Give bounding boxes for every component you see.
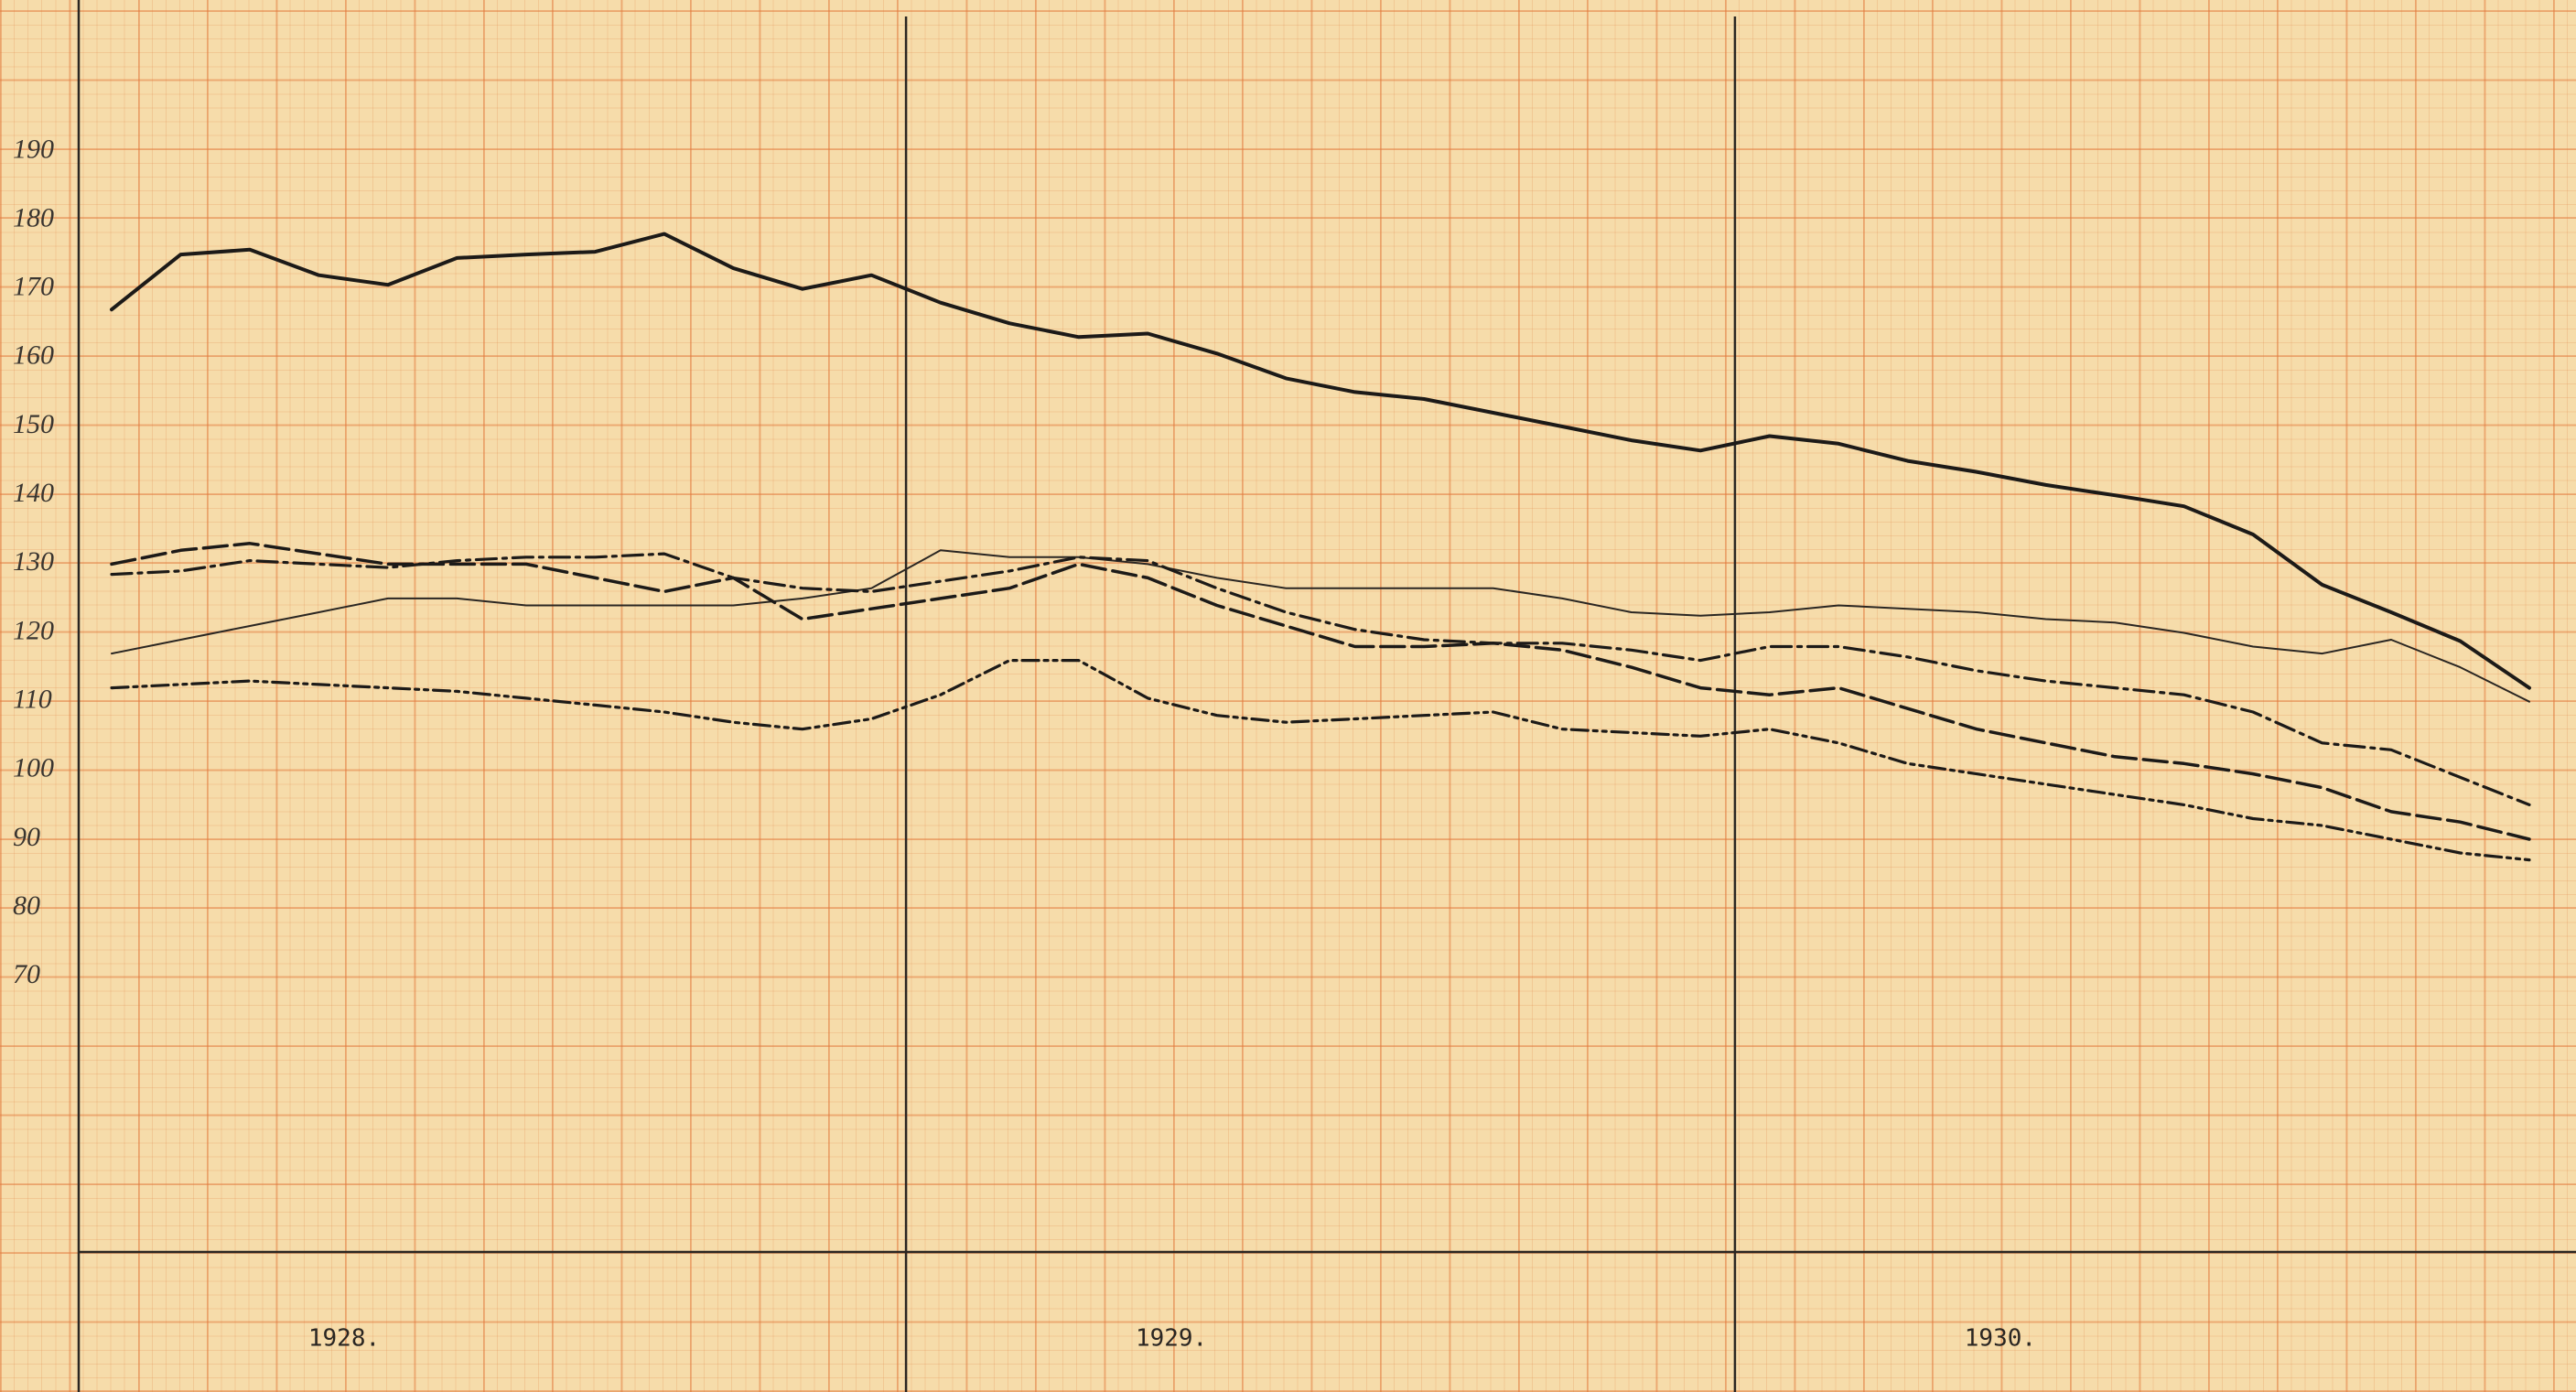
series-line xyxy=(111,549,2530,703)
y-tick-label: 190 xyxy=(13,134,54,164)
x-group-label: 1930. xyxy=(1965,1325,2036,1353)
series-line xyxy=(110,542,2531,841)
y-tick-label: 140 xyxy=(13,478,54,508)
series-line xyxy=(110,552,2531,806)
x-group-label: 1929. xyxy=(1136,1325,1207,1353)
series-line xyxy=(110,232,2531,690)
x-group-label: 1928. xyxy=(308,1325,380,1353)
y-tick-label: 110 xyxy=(13,685,52,715)
y-tick-label: 170 xyxy=(13,272,54,302)
y-tick-label: 80 xyxy=(13,890,40,921)
y-tick-label: 160 xyxy=(13,340,54,371)
y-tick-label: 100 xyxy=(13,753,54,783)
series-line xyxy=(110,659,2531,862)
y-tick-label: 180 xyxy=(13,202,54,232)
y-tick-label: 120 xyxy=(13,615,54,645)
y-tick-label: 70 xyxy=(13,959,40,989)
y-tick-label: 90 xyxy=(13,822,40,852)
y-tick-label: 150 xyxy=(13,409,54,439)
y-tick-label: 130 xyxy=(13,546,54,577)
